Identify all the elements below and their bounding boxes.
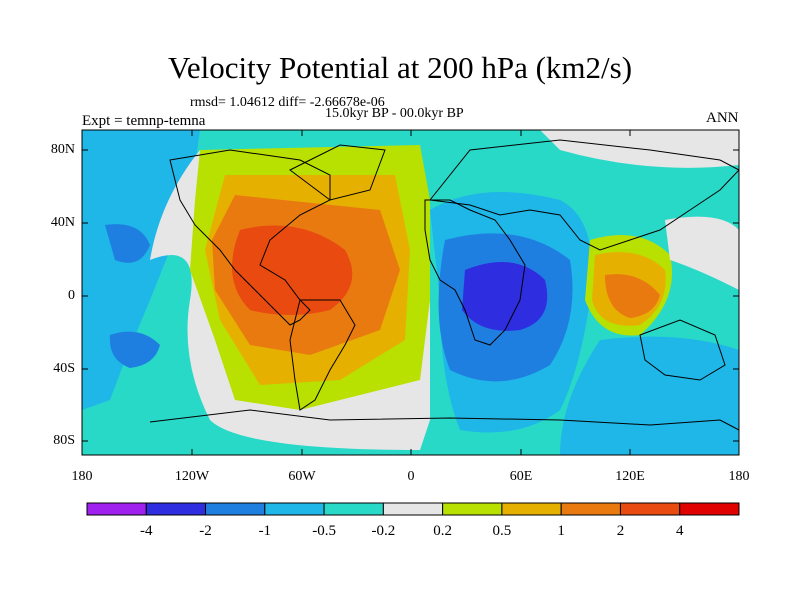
colorbar-swatch [560,502,621,516]
colorbar-label: 0.2 [433,523,452,539]
colorbar-swatch [442,502,503,516]
xtick-label: 120W [174,469,210,484]
continent-outlines [149,139,739,431]
colorbar-swatch [264,502,325,516]
period-text: 15.0kyr BP - 00.0kyr BP [325,106,464,121]
colorbar-swatch [86,502,147,516]
season-label: ANN [706,110,739,126]
xtick-label: 180 [728,469,750,484]
outline-australia [639,319,726,381]
colorbar-label: 1 [557,523,565,539]
outline-africa [424,199,526,346]
outline-antarctica [149,409,739,431]
colorbar-swatch [679,502,740,516]
outline-eurasia [429,139,739,251]
colorbar-swatch [619,502,681,516]
xtick-label: 0 [407,469,415,484]
colorbar-label: -4 [140,523,153,539]
region-south-pacific-blue [109,331,160,368]
region-maritime-darkorange [605,274,660,318]
region-red-west [232,225,353,315]
axis-ticks [82,130,739,455]
region-north-pacific-blue [105,224,150,263]
ytick-label: 80N [50,142,75,157]
ytick-label: 40S [53,361,75,376]
experiment-label: Expt = temnp-temna [82,113,206,129]
xtick-label: 60E [509,469,533,484]
colorbar-swatch [382,502,444,516]
region-east-darkblue [462,262,548,331]
outline-greenland [289,144,386,201]
xtick-label: 120E [615,469,645,484]
ytick-label: 40N [50,215,75,230]
colorbar [86,502,740,516]
ytick-label: 0 [68,288,75,303]
region-pacific-neutral-east [665,216,739,290]
colorbar-label: 2 [616,523,625,539]
colorbar-swatch [323,502,384,516]
colorbar-label: -0.5 [312,523,336,539]
stats-text: rmsd= 1.04612 diff= -2.66678e-06 [190,95,385,110]
colorbar-swatch [205,502,266,516]
outline-south-america [289,299,356,411]
xtick-label: 180 [71,469,93,484]
contour-field [82,130,739,455]
colorbar-label: 0.5 [492,523,512,539]
colorbar-label: -1 [258,523,272,539]
xtick-label: 60W [288,469,316,484]
colorbar-swatch [145,502,207,516]
colorbar-label: 4 [675,523,684,539]
map-title: Velocity Potential at 200 hPa (km2/s) [167,50,633,85]
region-southern-ocean-lightblue [560,336,739,455]
colorbar-label: -2 [199,523,212,539]
ytick-label: 80S [53,433,75,448]
colorbar-swatch [501,502,562,516]
colorbar-label: -0.2 [371,523,396,539]
